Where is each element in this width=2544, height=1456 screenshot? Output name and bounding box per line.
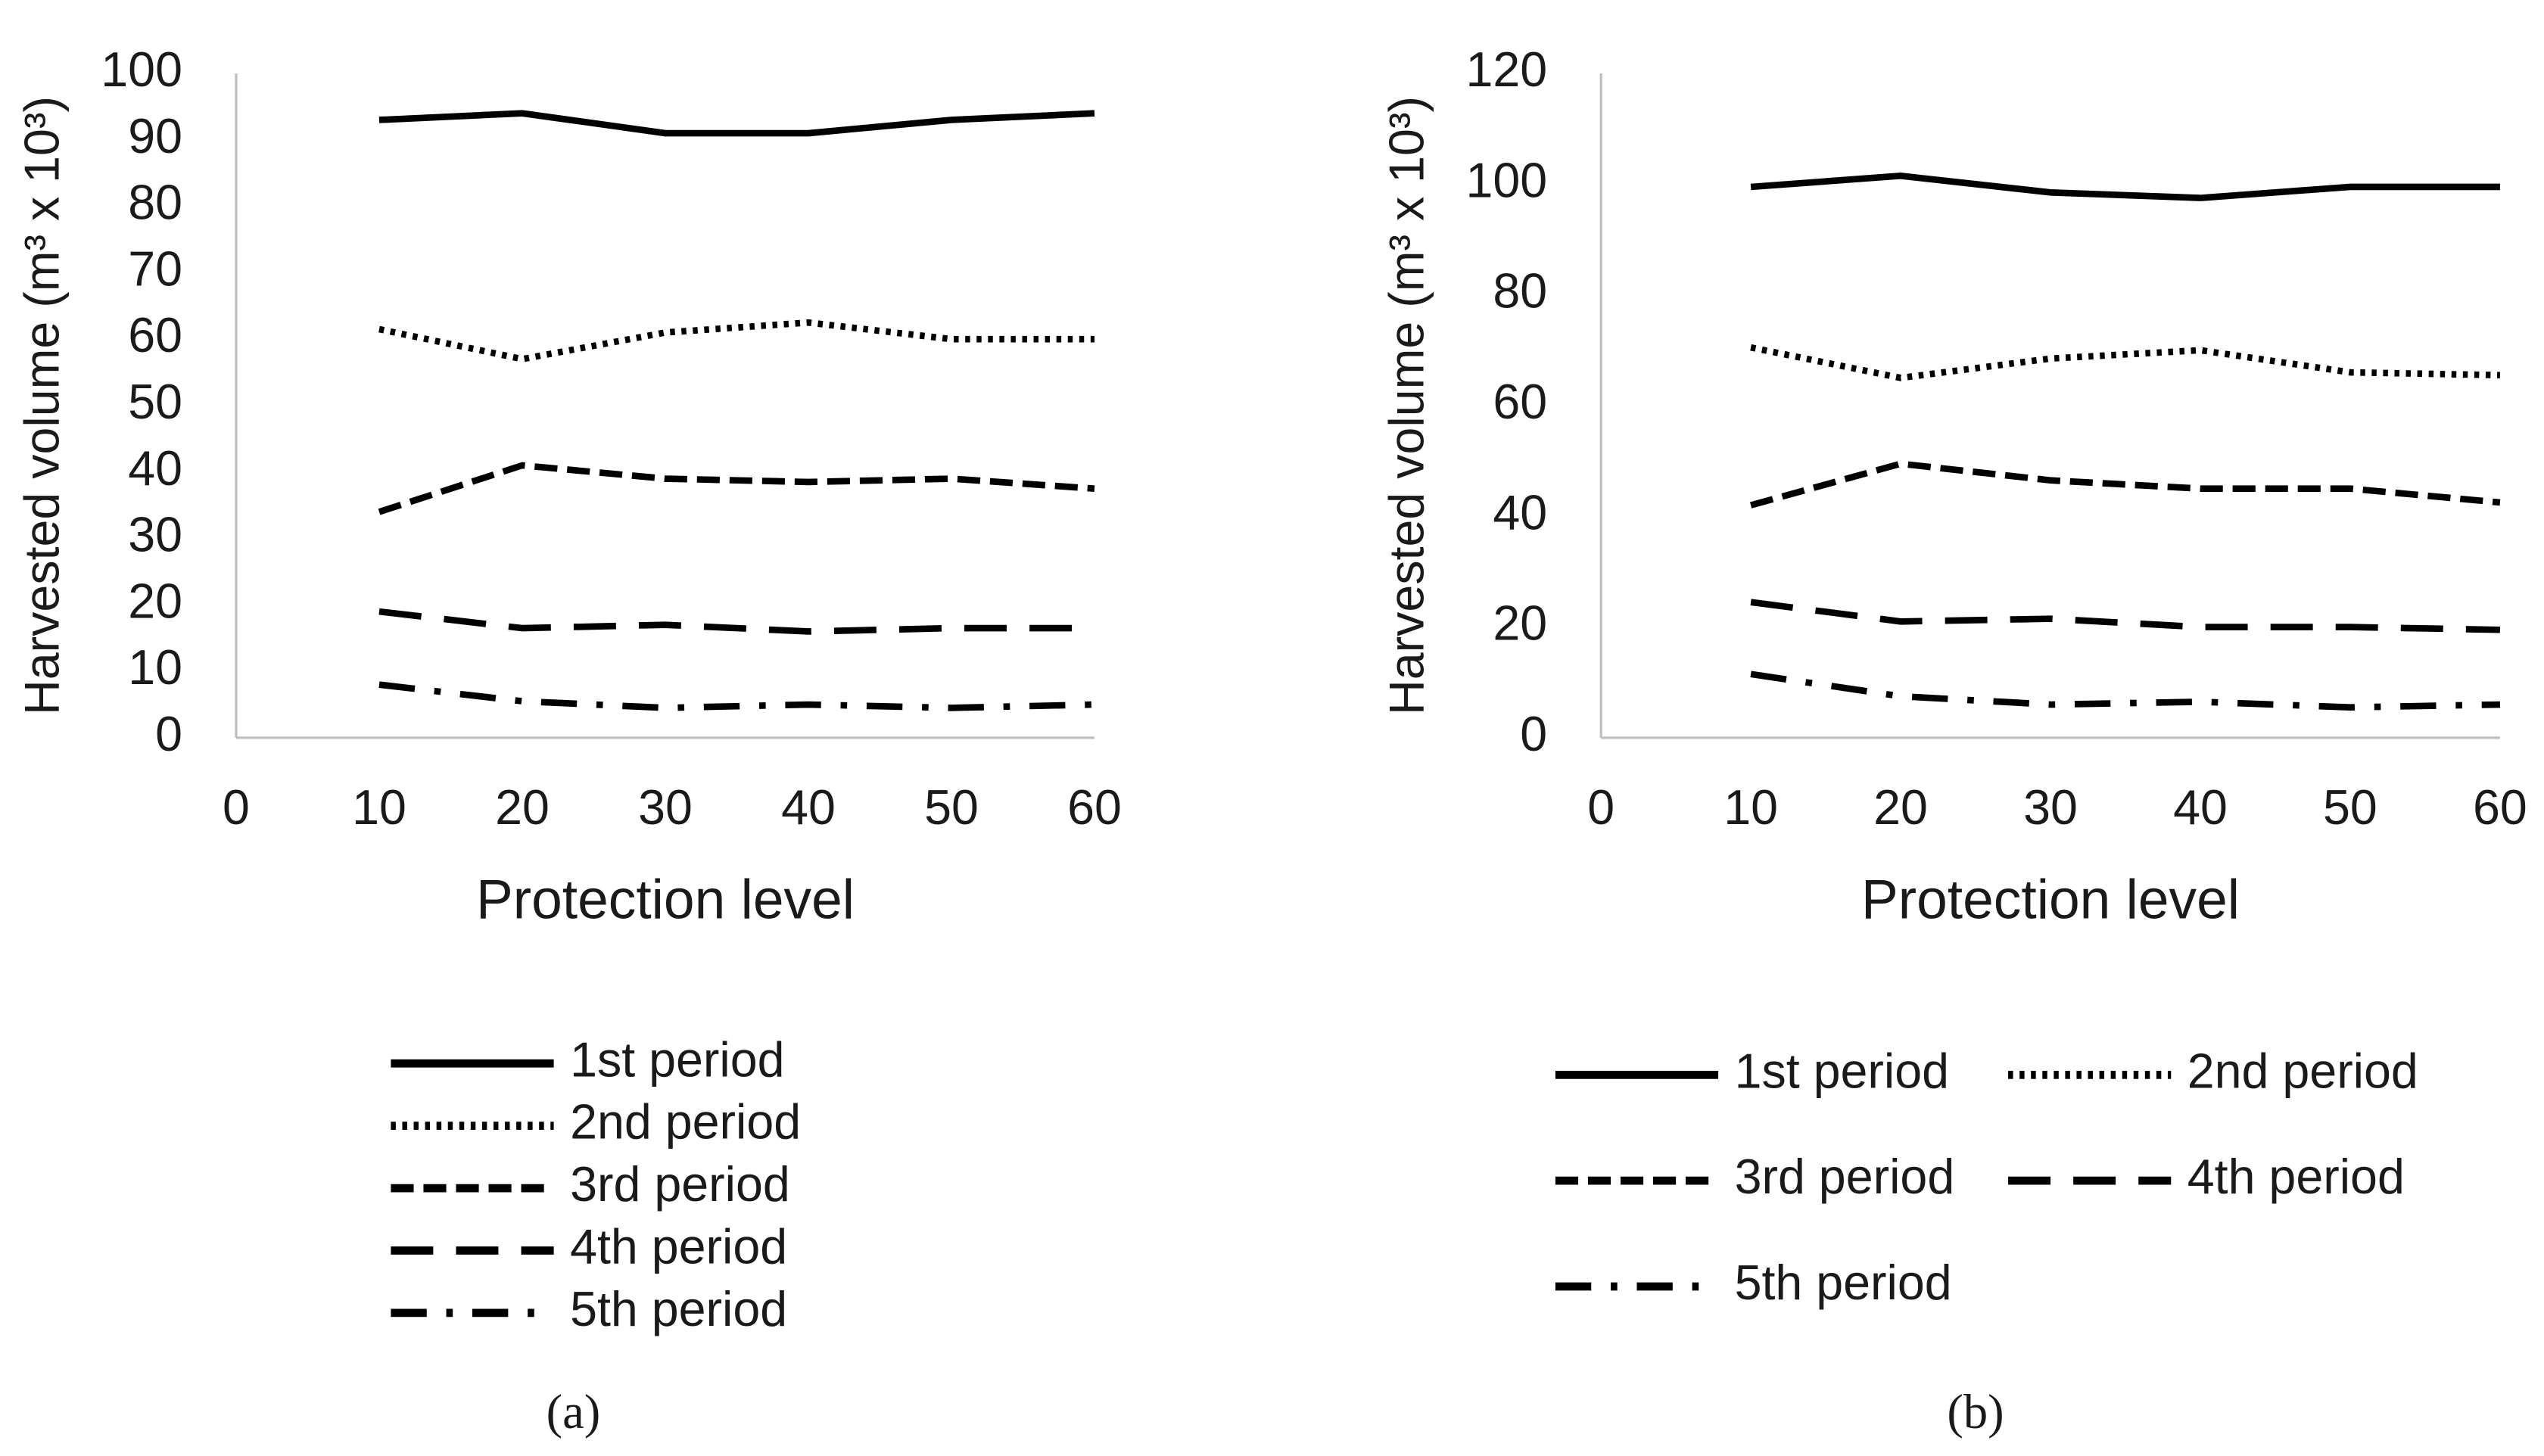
x-tick-label: 10 (352, 780, 406, 835)
legend-label: 4th period (2187, 1150, 2405, 1204)
series-line (1750, 670, 2500, 711)
legend-label: 4th period (570, 1220, 787, 1274)
y-tick-label: 100 (1465, 153, 1547, 207)
series-line (378, 462, 1095, 515)
series-line (378, 608, 1095, 635)
caption: (b) (1947, 1384, 2004, 1439)
series-line (1749, 460, 2501, 509)
x-tick-label: 40 (781, 780, 836, 835)
x-tick-label: 50 (2323, 780, 2377, 835)
y-axis-label: Harvested volume (m³ x 10³) (1379, 96, 1434, 715)
series-line (378, 681, 1095, 711)
y-tick-label: 80 (1493, 264, 1547, 319)
x-tick-label: 40 (2173, 780, 2228, 835)
x-tick-label: 10 (1724, 780, 1778, 835)
x-tick-label: 60 (1067, 780, 1122, 835)
y-tick-label: 40 (1493, 485, 1547, 540)
y-tick-label: 100 (101, 42, 182, 97)
legend-label: 5th period (570, 1282, 787, 1336)
legend-label: 3rd period (1735, 1150, 1955, 1204)
y-tick-label: 20 (128, 574, 182, 628)
legend-label: 2nd period (2187, 1044, 2418, 1098)
series-line (1750, 344, 2500, 381)
y-tick-label: 30 (128, 508, 182, 562)
series-line (1750, 599, 2500, 633)
x-axis-label: Protection level (1861, 869, 2240, 931)
y-tick-label: 120 (1465, 42, 1547, 97)
y-tick-label: 80 (128, 176, 182, 230)
y-tick-label: 10 (128, 640, 182, 695)
y-tick-label: 90 (128, 109, 182, 163)
x-tick-label: 20 (1873, 780, 1928, 835)
caption: (a) (546, 1384, 601, 1439)
y-tick-label: 60 (1493, 375, 1547, 429)
x-tick-label: 50 (924, 780, 979, 835)
legend-label: 2nd period (570, 1095, 801, 1150)
x-tick-label: 30 (2023, 780, 2078, 835)
legend-label: 1st period (1735, 1044, 1949, 1098)
x-tick-label: 60 (2473, 780, 2527, 835)
y-tick-label: 0 (1520, 707, 1547, 761)
x-axis-label: Protection level (476, 869, 855, 931)
y-tick-label: 50 (128, 375, 182, 429)
y-tick-label: 70 (128, 241, 182, 296)
legend-label: 3rd period (570, 1157, 790, 1212)
series-line (378, 319, 1095, 362)
x-tick-label: 30 (638, 780, 693, 835)
series-line (378, 110, 1095, 137)
legend-label: 1st period (570, 1032, 784, 1087)
y-tick-label: 60 (128, 308, 182, 362)
y-tick-label: 40 (128, 441, 182, 496)
x-tick-label: 0 (223, 780, 250, 835)
series-line (1750, 173, 2500, 201)
legend-label: 5th period (1735, 1255, 1952, 1310)
y-tick-label: 0 (155, 707, 182, 761)
x-tick-label: 20 (495, 780, 550, 835)
x-tick-label: 0 (1587, 780, 1615, 835)
y-tick-label: 20 (1493, 596, 1547, 651)
y-axis-label: Harvested volume (m³ x 10³) (14, 96, 69, 715)
